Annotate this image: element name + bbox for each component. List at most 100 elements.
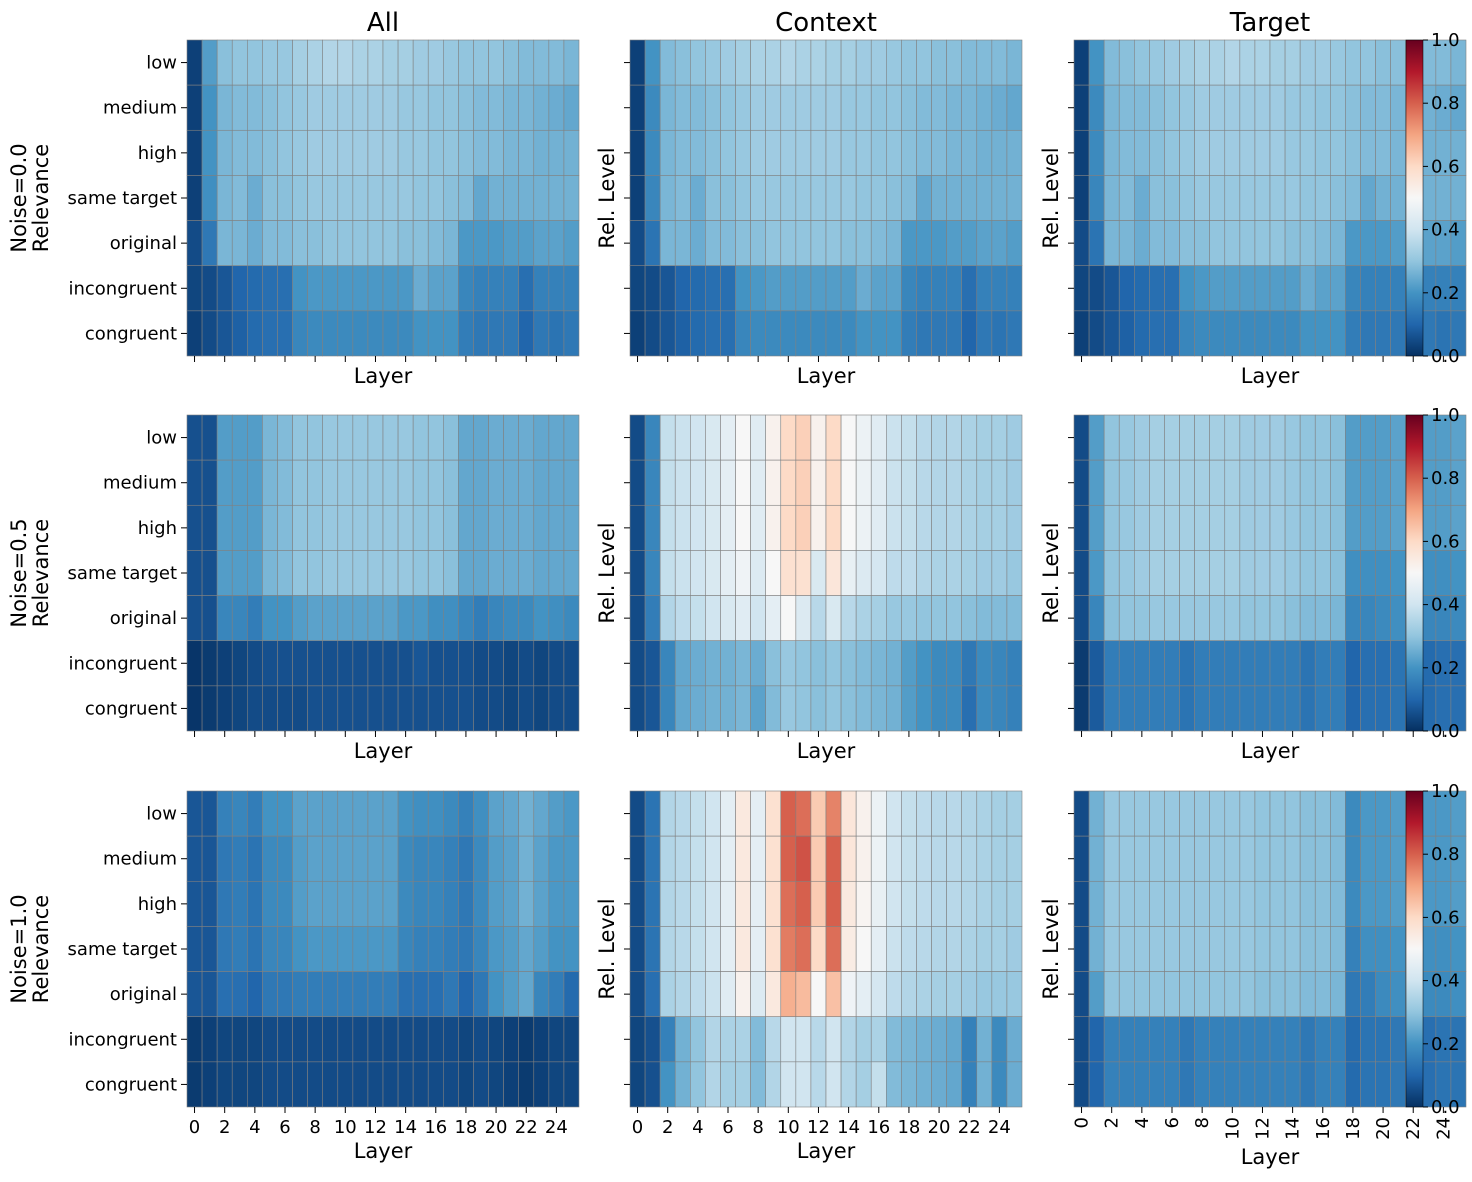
heatmap-cell bbox=[292, 1016, 308, 1063]
heatmap-cell bbox=[563, 685, 580, 732]
heatmap-cell bbox=[916, 459, 932, 506]
heatmap-cell bbox=[231, 595, 248, 642]
heatmap-cell bbox=[1375, 39, 1391, 86]
x-tick-label: 10 bbox=[777, 1117, 800, 1138]
heatmap-cell bbox=[488, 1016, 504, 1063]
heatmap-cell bbox=[1345, 835, 1361, 882]
heatmap-cell bbox=[1254, 459, 1271, 506]
heatmap-cell bbox=[1118, 220, 1135, 267]
heatmap-cell bbox=[674, 414, 691, 461]
heatmap-cell bbox=[674, 310, 691, 357]
heatmap-cell bbox=[1179, 790, 1195, 837]
heatmap-cell bbox=[705, 220, 721, 267]
heatmap-cell bbox=[382, 550, 399, 596]
heatmap-cell bbox=[1239, 129, 1256, 176]
heatmap-cell bbox=[901, 880, 917, 927]
heatmap-cell bbox=[292, 414, 308, 461]
heatmap-cell bbox=[201, 310, 218, 357]
heatmap-cell bbox=[765, 504, 782, 551]
heatmap-cell bbox=[186, 926, 203, 972]
heatmap-cell bbox=[518, 459, 535, 506]
heatmap-cell bbox=[870, 175, 887, 221]
heatmap-cell bbox=[1284, 310, 1301, 357]
heatmap-cell bbox=[916, 640, 932, 687]
heatmap-cell bbox=[548, 1016, 565, 1063]
heatmap-cell bbox=[518, 39, 535, 86]
x-tick-label: 2 bbox=[662, 1117, 673, 1138]
heatmap-cell bbox=[1224, 265, 1241, 312]
heatmap-cell bbox=[1345, 265, 1361, 312]
heatmap-cell bbox=[231, 1061, 248, 1108]
heatmap-cell bbox=[780, 129, 797, 176]
heatmap-cell bbox=[1330, 220, 1346, 267]
heatmap-cell bbox=[412, 926, 429, 972]
heatmap-cell bbox=[840, 310, 857, 357]
heatmap-cell bbox=[1360, 39, 1376, 86]
heatmap-cell bbox=[795, 175, 812, 221]
heatmap-cell bbox=[337, 414, 354, 461]
x-tick-label: 6 bbox=[279, 1117, 290, 1138]
x-tick-label: 8 bbox=[309, 1117, 320, 1138]
colorbar-tick-label: 0.0 bbox=[1431, 1097, 1460, 1118]
heatmap-cell bbox=[548, 129, 565, 176]
heatmap-cell bbox=[216, 1061, 233, 1108]
heatmap-cell bbox=[563, 414, 580, 461]
heatmap-cell bbox=[443, 595, 459, 642]
heatmap-cell bbox=[518, 310, 535, 357]
heatmap-cell bbox=[795, 880, 812, 927]
x-tick-label: 10 bbox=[1222, 1117, 1243, 1140]
heatmap-cell bbox=[1360, 926, 1376, 972]
x-tick-label: 16 bbox=[424, 1117, 447, 1138]
heatmap-cell bbox=[548, 39, 565, 86]
heatmap-cell bbox=[518, 595, 535, 642]
heatmap-cell bbox=[427, 640, 444, 687]
heatmap-cell bbox=[1360, 459, 1376, 506]
heatmap-cell bbox=[886, 84, 902, 131]
heatmap-cell bbox=[186, 790, 203, 837]
colorbar-tick-label: 0.2 bbox=[1431, 658, 1460, 679]
heatmap-cell bbox=[412, 880, 429, 927]
heatmap-cell bbox=[1390, 595, 1406, 642]
heatmap-cell bbox=[443, 790, 459, 837]
heatmap-cell bbox=[1299, 926, 1316, 972]
heatmap-cell bbox=[916, 1016, 932, 1063]
heatmap-cell bbox=[644, 880, 661, 927]
heatmap-cell bbox=[292, 640, 308, 687]
heatmap-cell bbox=[412, 129, 429, 176]
heatmap-cell bbox=[946, 265, 962, 312]
heatmap-cell bbox=[533, 595, 550, 642]
heatmap-cell bbox=[901, 790, 917, 837]
heatmap-cell bbox=[201, 84, 218, 131]
colorbar bbox=[1405, 39, 1424, 357]
heatmap-cell bbox=[961, 39, 978, 86]
heatmap-cell bbox=[1118, 39, 1135, 86]
heatmap-cell bbox=[1284, 1016, 1301, 1063]
heatmap-cell bbox=[735, 595, 751, 642]
heatmap-cell bbox=[705, 129, 721, 176]
heatmap-cell bbox=[1269, 84, 1286, 131]
heatmap-cell bbox=[277, 84, 293, 131]
heatmap-cell bbox=[931, 504, 947, 551]
heatmap-cell bbox=[1254, 39, 1271, 86]
heatmap-cell bbox=[976, 265, 993, 312]
heatmap-cell bbox=[1314, 685, 1331, 732]
heatmap-cell bbox=[231, 220, 248, 267]
heatmap-cell bbox=[644, 504, 661, 551]
heatmap-cell bbox=[961, 926, 978, 972]
heatmap-cell bbox=[533, 971, 550, 1018]
heatmap-cell bbox=[488, 175, 504, 221]
y-tick-label: same target bbox=[68, 188, 177, 209]
heatmap-cell bbox=[870, 265, 887, 312]
heatmap-cell bbox=[337, 84, 354, 131]
x-axis-label: Layer bbox=[1241, 739, 1300, 763]
heatmap-cell bbox=[840, 790, 857, 837]
heatmap-cell bbox=[1299, 39, 1316, 86]
heatmap-cell bbox=[690, 685, 706, 732]
heatmap-cell bbox=[1345, 414, 1361, 461]
heatmap-cell bbox=[780, 1061, 797, 1108]
heatmap-cell bbox=[277, 459, 293, 506]
heatmap-cell bbox=[337, 835, 354, 882]
heatmap-cell bbox=[840, 1061, 857, 1108]
heatmap-cell bbox=[533, 265, 550, 312]
column-title-all: All bbox=[367, 8, 399, 38]
